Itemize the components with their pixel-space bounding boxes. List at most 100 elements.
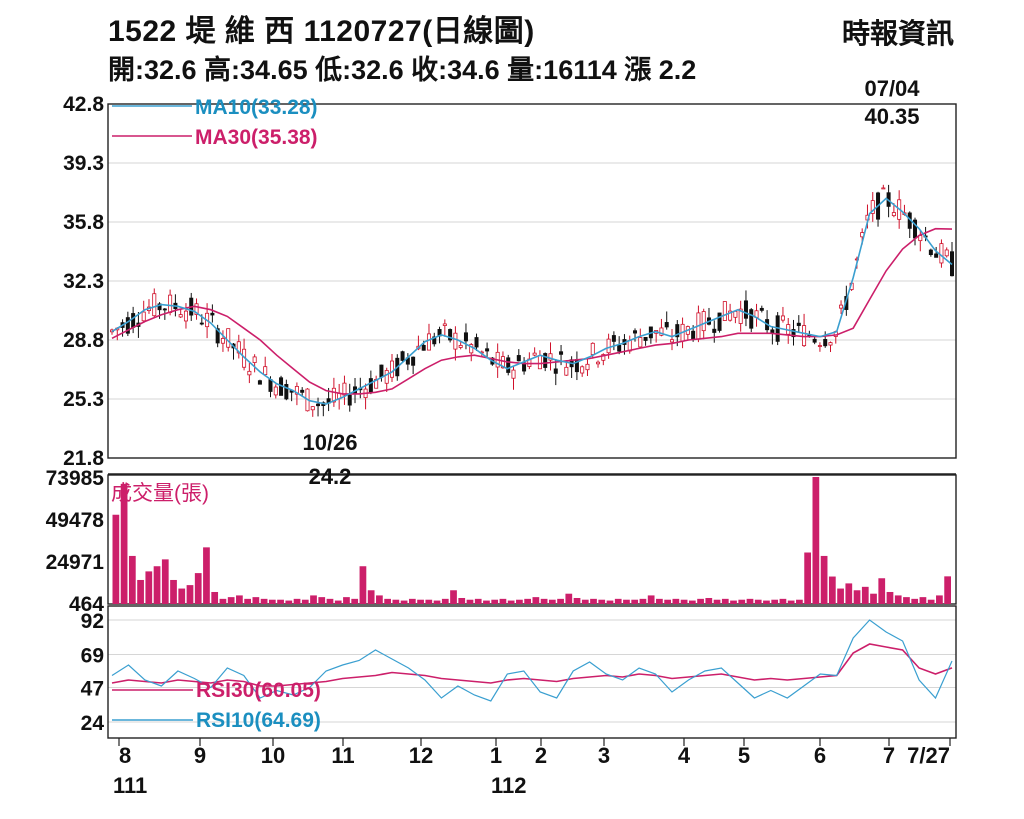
volume-bar [705,597,713,604]
volume-bar [672,598,680,604]
volume-bar [343,597,350,604]
candlestick [257,379,262,385]
candlestick [516,349,521,362]
candlestick [944,247,949,258]
volume-bar [738,599,746,604]
volume-bar [293,598,301,604]
candlestick [928,248,933,257]
candlestick [442,319,447,337]
candlestick [765,310,770,334]
volume-bar [820,555,828,604]
rsi-y-tick-1: 69 [81,645,104,668]
volume-bar [936,595,943,604]
candlestick [474,333,479,352]
volume-bar [532,597,540,604]
x-tick-9: 5 [738,743,750,768]
candlestick [585,358,590,376]
volume-bar [565,593,573,604]
volume-bar [804,552,811,604]
volume-bar [285,600,293,604]
ma10-legend: MA10(33.28) [195,96,318,119]
volume-bar [656,598,663,604]
rsi-y-ticks: 92 69 47 24 [81,610,105,735]
volume-bar [474,598,482,604]
rsi30-line [111,643,953,687]
x-tick-10: 6 [814,743,826,768]
volume-bar [161,559,169,604]
candlestick [738,300,743,332]
candlestick [125,311,130,337]
candlestick [263,356,268,377]
candlestick [389,353,394,382]
volume-bar [639,598,647,604]
volume-bar [614,598,622,604]
volume-bar [334,600,342,604]
volume-bar [384,598,391,604]
volume-bar [606,600,614,604]
candlestick [743,290,748,327]
candlestick [950,241,955,277]
panel-frame-1 [107,474,957,605]
volume-y-tick-0: 73985 [46,467,105,490]
candlestick [511,366,516,390]
volume-bar [779,598,787,604]
candlestick [643,336,648,346]
volume-bar [812,477,820,604]
volume-bar [697,598,704,604]
candlestick [733,310,738,324]
candlestick [146,299,151,314]
volume-bar [713,599,721,604]
source-label: 時報資訊 [841,18,954,49]
candlestick [400,350,405,363]
volume-bar [441,598,449,604]
candlestick [379,364,384,382]
candlestick [374,375,379,389]
price-y-tick-3: 32.3 [63,270,104,293]
high-annotation-date: 07/04 [864,76,920,101]
volume-bar [771,599,779,604]
candlestick [706,307,711,326]
candlestick [310,406,315,417]
volume-bar [590,598,597,604]
grid-lines [108,103,956,723]
volume-bar [219,598,227,604]
volume-bar [557,598,564,604]
volume-bar [499,598,507,604]
volume-bar [458,597,466,604]
volume-title: 成交量(張) [111,482,209,505]
candlestick [242,338,247,371]
candlestick [220,330,225,352]
volume-bar [128,555,136,604]
candlestick [796,315,801,333]
candlestick [485,342,490,358]
candlestick [543,352,548,372]
volume-bar [680,599,688,604]
volume-bar [688,600,696,604]
candlestick [553,358,558,386]
volume-bar [203,547,210,604]
x-tick-8: 4 [678,743,691,768]
volume-bar [524,598,531,604]
candlestick [907,211,912,239]
x-tick-2: 10 [261,743,285,768]
volume-bar [763,600,770,604]
panel-frame-0 [107,103,957,459]
volume-bar [112,514,120,604]
candlestick [432,332,437,347]
panel-frame-2 [107,605,957,739]
volume-bar [178,588,186,604]
volume-bar [450,590,457,604]
volume-bar [268,599,276,604]
candlestick [791,319,796,346]
candlesticks [110,184,955,417]
candlestick [236,334,241,359]
candlestick [183,303,188,329]
candlestick [876,191,881,227]
candlestick [770,326,775,345]
volume-bar [244,598,251,604]
candlestick [347,383,352,412]
x-tick-4: 12 [409,743,433,768]
candlestick [817,342,822,352]
candlestick [574,351,579,381]
volume-bar [919,597,927,604]
